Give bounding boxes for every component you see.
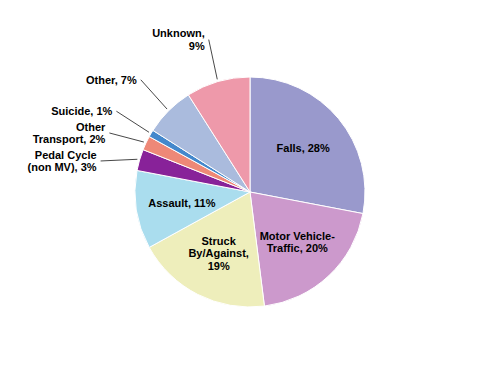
chart-container: Falls, 28% Motor Vehicle-Traffic, 20% Stru… — [0, 0, 501, 367]
slice-label: Unknown,9% — [152, 27, 205, 52]
leader-line — [116, 111, 149, 132]
leader-line — [101, 159, 138, 161]
slice-label: StruckBy/Against,19% — [188, 235, 249, 272]
pie-slice — [250, 192, 363, 306]
slice-label: Suicide, 1% — [51, 105, 112, 117]
slice-labels: Falls, 28% Motor Vehicle-Traffic, 20% Stru… — [28, 27, 336, 272]
pie-slice — [188, 77, 250, 192]
pie-slice — [250, 77, 365, 214]
chart: Falls, 28% Motor Vehicle-Traffic, 20% Stru… — [0, 0, 501, 367]
slice-label: OtherTransport, 2% — [33, 121, 106, 146]
leader-line — [209, 40, 218, 80]
slice-label: Pedal Cycle(non MV), 3% — [28, 149, 97, 174]
slice-label: Other, 7% — [86, 74, 137, 86]
slice-label: Motor Vehicle-Traffic, 20% — [260, 230, 336, 255]
slice-label: Falls, 28% — [277, 142, 330, 154]
leader-line — [141, 80, 167, 109]
leader-lines — [101, 40, 218, 161]
slice-label: Assault, 11% — [148, 197, 215, 209]
slices — [135, 77, 365, 307]
leader-line — [109, 133, 143, 142]
